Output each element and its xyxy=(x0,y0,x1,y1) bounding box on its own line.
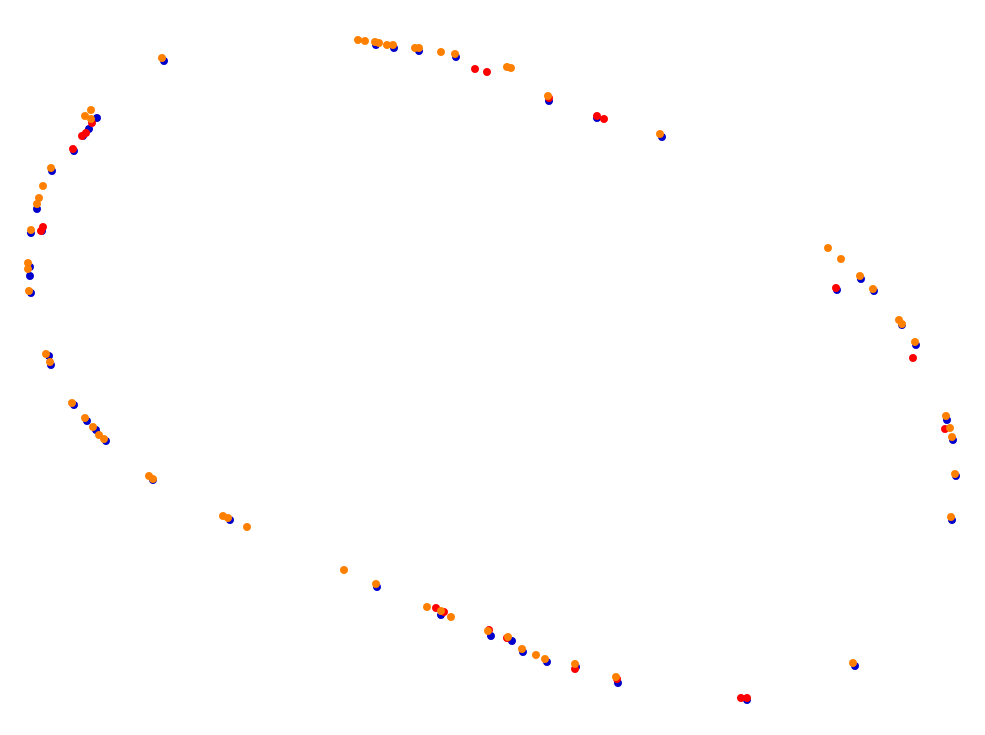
series-2-point-47 xyxy=(541,655,549,663)
series-2-point-18 xyxy=(47,164,55,172)
series-1-point-11 xyxy=(909,354,917,362)
series-2-point-27 xyxy=(46,358,54,366)
series-2-point-36 xyxy=(224,514,232,522)
series-2-point-61 xyxy=(947,513,955,521)
series-2-point-49 xyxy=(612,673,620,681)
series-2-point-25 xyxy=(25,287,33,295)
series-layer xyxy=(24,36,960,704)
series-2-point-41 xyxy=(437,607,445,615)
series-1-point-8 xyxy=(69,145,77,153)
series-2-point-0 xyxy=(158,54,166,62)
series-2-point-57 xyxy=(942,412,950,420)
series-1-point-7 xyxy=(78,132,86,140)
series-2-point-60 xyxy=(951,470,959,478)
series-0-point-17 xyxy=(26,272,34,280)
series-2-point-21 xyxy=(33,200,41,208)
series-1-point-1 xyxy=(483,68,491,76)
series-1-point-3 xyxy=(593,112,601,120)
series-2-point-46 xyxy=(532,651,540,659)
series-2-point-2 xyxy=(361,37,369,45)
series-1-point-4 xyxy=(600,115,608,123)
series-2-point-13 xyxy=(544,92,552,100)
series-2-point-28 xyxy=(68,399,76,407)
series-2-point-12 xyxy=(507,64,515,72)
series-2-point-30 xyxy=(89,423,97,431)
series-1-point-20 xyxy=(737,694,745,702)
series-2-point-45 xyxy=(518,645,526,653)
series-2-point-22 xyxy=(27,226,35,234)
series-2-point-38 xyxy=(340,566,348,574)
series-2-point-10 xyxy=(451,50,459,58)
series-2-point-42 xyxy=(447,613,455,621)
series-2-point-55 xyxy=(898,320,906,328)
series-2-point-59 xyxy=(948,433,956,441)
series-2-point-62 xyxy=(849,659,857,667)
series-2-point-16 xyxy=(81,112,89,120)
series-2-point-6 xyxy=(389,41,397,49)
series-1-point-13 xyxy=(832,284,840,292)
series-2-point-51 xyxy=(837,255,845,263)
series-2-point-43 xyxy=(484,627,492,635)
series-2-point-50 xyxy=(824,244,832,252)
series-2-point-23 xyxy=(24,259,32,267)
series-2-point-5 xyxy=(383,41,391,49)
series-0-point-8 xyxy=(93,114,101,122)
series-2-point-1 xyxy=(354,36,362,44)
series-2-point-56 xyxy=(911,338,919,346)
series-2-point-32 xyxy=(100,435,108,443)
series-2-point-26 xyxy=(42,350,50,358)
series-2-point-52 xyxy=(856,272,864,280)
series-2-point-48 xyxy=(571,660,579,668)
series-2-point-53 xyxy=(869,285,877,293)
series-2-point-34 xyxy=(149,475,157,483)
series-2-point-14 xyxy=(656,130,664,138)
series-2-point-39 xyxy=(372,580,380,588)
series-2-point-8 xyxy=(415,44,423,52)
series-1-point-0 xyxy=(471,65,479,73)
series-1-point-21 xyxy=(743,694,751,702)
series-2-point-15 xyxy=(87,106,95,114)
series-2 xyxy=(24,36,959,681)
series-1-point-10 xyxy=(37,227,45,235)
series-2-point-58 xyxy=(946,424,954,432)
series-2-point-17 xyxy=(87,115,95,123)
series-2-point-37 xyxy=(243,523,251,531)
series-2-point-19 xyxy=(39,182,47,190)
series-2-point-4 xyxy=(375,39,383,47)
series-2-point-9 xyxy=(437,48,445,56)
series-2-point-44 xyxy=(504,633,512,641)
series-2-point-24 xyxy=(24,265,32,273)
series-2-point-40 xyxy=(423,603,431,611)
series-2-point-29 xyxy=(81,414,89,422)
